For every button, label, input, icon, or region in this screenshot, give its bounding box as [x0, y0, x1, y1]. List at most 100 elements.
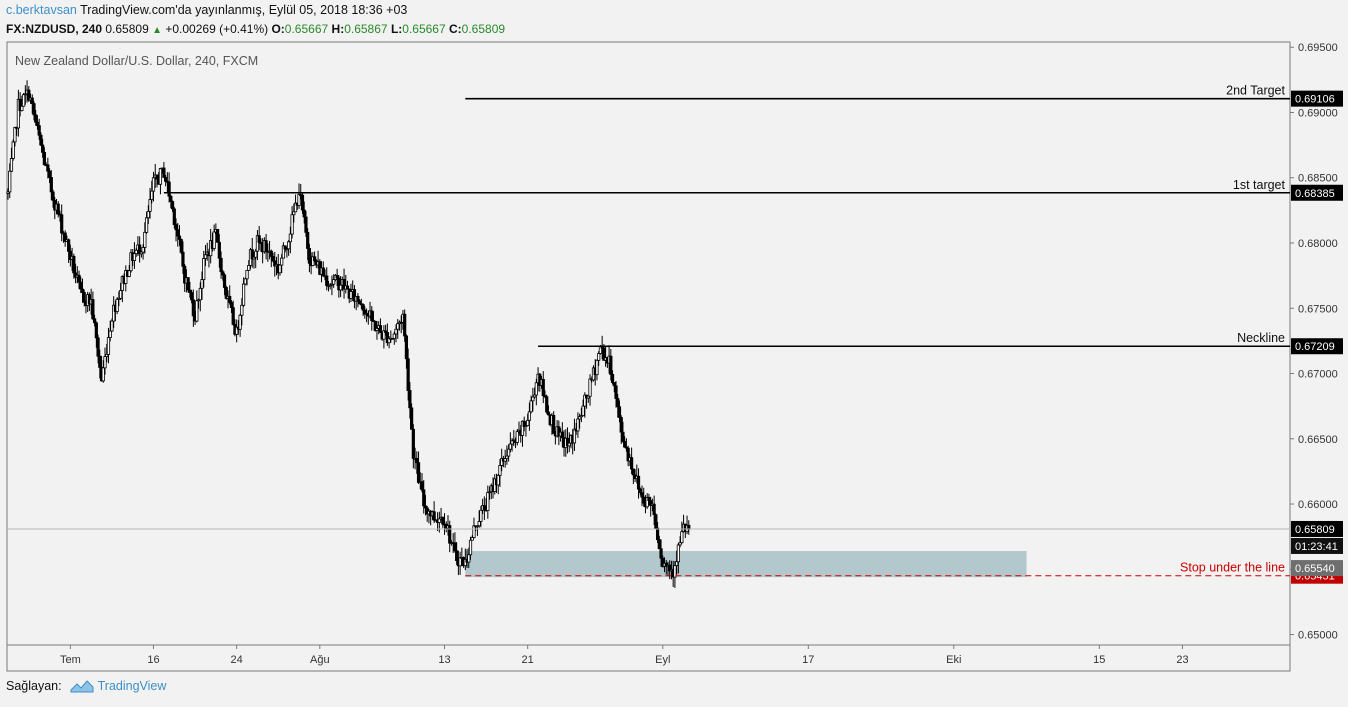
candle-body-down	[32, 103, 36, 116]
tradingview-logo-icon	[70, 680, 94, 693]
candle-body-down	[250, 249, 254, 260]
candle-body-down	[378, 325, 383, 333]
candle-body-down	[82, 292, 86, 303]
support-zone	[465, 551, 1027, 578]
candle-body-down	[190, 292, 194, 301]
candle-body-up	[16, 98, 20, 129]
candle-body-up	[281, 245, 286, 259]
candle-body-down	[224, 287, 228, 299]
candle-body-down	[560, 431, 564, 439]
candle-body-down	[640, 492, 644, 498]
candle-body-down	[543, 395, 547, 398]
candle-body-up	[533, 394, 537, 398]
candle-body-down	[415, 457, 419, 464]
candle-body-up	[475, 525, 480, 528]
y-tick-label: 0.69000	[1298, 107, 1338, 119]
candle-body-up	[118, 290, 123, 299]
candle-body-down	[257, 235, 261, 243]
candle-body-up	[105, 354, 109, 358]
levels: 2nd Target 1st target Neckline Stop under t…	[7, 84, 1290, 577]
x-tick-label: Eyl	[655, 654, 670, 666]
candle-body-down	[612, 382, 616, 387]
candle-body-up	[297, 194, 301, 206]
candle-body-down	[60, 214, 64, 234]
candle-body-down	[80, 288, 85, 293]
candle-body-up	[212, 231, 216, 249]
candle-body-down	[448, 525, 452, 544]
candle-body-up	[21, 94, 26, 107]
candle-body-up	[158, 168, 163, 185]
candle-body-down	[67, 239, 71, 252]
author-link[interactable]: c.berktavsan	[6, 3, 77, 17]
x-tick-label: 15	[1093, 654, 1105, 666]
level-label: 1st target	[1233, 178, 1286, 192]
candle-body-down	[217, 241, 221, 259]
candle-body-up	[245, 269, 249, 280]
candle-body-up	[23, 93, 27, 96]
candle-body-up	[387, 338, 391, 344]
provider-label: Sağlayan:	[6, 679, 62, 693]
candle-body-down	[176, 229, 180, 237]
candle-body-up	[527, 411, 532, 421]
candle-body-up	[375, 328, 379, 331]
x-tick-label: 23	[1176, 654, 1188, 666]
candle-body-up	[280, 257, 284, 266]
candle-body-down	[30, 97, 34, 104]
candle-body-up	[200, 279, 204, 289]
candle-body-down	[552, 415, 556, 434]
candle-body-up	[288, 233, 292, 243]
candle-body-down	[385, 332, 389, 344]
candle-body-up	[503, 458, 507, 462]
candle-body-down	[18, 98, 22, 112]
candle-body-up	[143, 231, 147, 248]
candle-body-down	[167, 181, 171, 197]
candle-body-down	[273, 260, 277, 267]
candle-body-up	[101, 367, 105, 382]
candle-body-down	[51, 191, 55, 201]
candle-body-up	[124, 270, 128, 284]
candle-body-down	[56, 203, 60, 215]
candle-body-up	[467, 554, 471, 563]
candle-body-down	[626, 447, 630, 462]
candle-body-down	[172, 208, 176, 225]
candle-body-up	[6, 191, 10, 194]
candle-body-up	[247, 265, 251, 271]
candle-body-up	[572, 428, 577, 444]
candle-body-down	[624, 446, 629, 449]
level-label: 2nd Target	[1226, 84, 1285, 98]
candle-body-down	[228, 295, 232, 303]
candle-body-up	[581, 405, 585, 417]
candle-body-down	[546, 411, 551, 416]
candle-body-up	[238, 314, 242, 330]
candle-body-down	[617, 406, 622, 418]
low-label: L:	[390, 22, 403, 36]
candle-body-up	[196, 299, 201, 302]
level-value-badge: 0.68385	[1295, 188, 1335, 200]
candle-body-down	[34, 114, 38, 123]
candle-body-up	[526, 419, 530, 426]
candle-body-down	[610, 373, 615, 383]
candle-body-up	[150, 190, 154, 200]
candle-body-up	[115, 298, 119, 312]
candle-body-up	[117, 297, 121, 300]
price-change: +0.00269 (+0.41%)	[165, 22, 269, 36]
candle-body-down	[216, 229, 220, 243]
candle-body-down	[179, 239, 183, 253]
candle-body-down	[363, 309, 367, 315]
candle-body-down	[657, 539, 661, 550]
plot-area[interactable]	[6, 41, 1291, 646]
candle-body-up	[9, 158, 14, 172]
candle-body-down	[406, 358, 410, 391]
candle-body-down	[384, 330, 388, 333]
candle-body-up	[586, 395, 590, 399]
y-tick-label: 0.67000	[1298, 369, 1338, 381]
candle-body-down	[522, 420, 526, 427]
candle-body-up	[349, 291, 353, 299]
candle-body-up	[496, 474, 500, 486]
level-value-badge: 0.69106	[1295, 94, 1335, 106]
countdown-badge: 01:23:41	[1295, 541, 1338, 553]
candle-body-up	[468, 539, 473, 556]
candle-body-down	[619, 417, 623, 433]
tradingview-link[interactable]: TradingView	[70, 679, 166, 693]
